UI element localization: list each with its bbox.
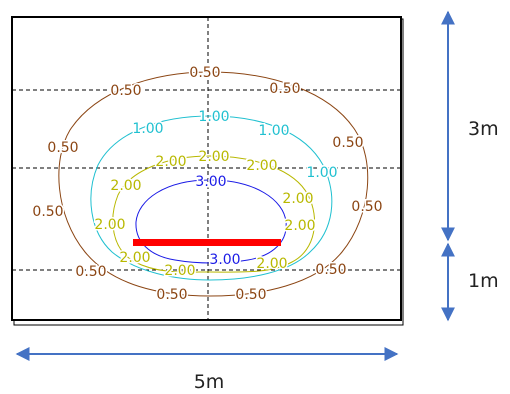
label-2-00: 2.00 [155,154,186,170]
label-1-00: 1.00 [198,109,229,125]
label-1-00: 1.00 [132,121,163,137]
dimension-label-5m: 5m [194,371,225,393]
label-0-50: 0.50 [47,140,78,156]
contour-2-00 [112,155,315,273]
label-0-50: 0.50 [189,65,220,81]
label-0-50: 0.50 [235,287,266,303]
label-2-00: 2.00 [164,263,195,279]
label-1-00: 1.00 [258,123,289,139]
label-2-00: 2.00 [94,217,125,233]
dimension-arrows [15,10,455,361]
label-0-50: 0.50 [269,81,300,97]
label-0-50: 0.50 [75,264,106,280]
grid [12,17,401,320]
label-2-00: 2.00 [282,191,313,207]
label-0-50: 0.50 [156,287,187,303]
contour-lines [58,71,369,297]
label-0-50: 0.50 [332,135,363,151]
contour-labels: 0.50 0.50 0.50 0.50 0.50 0.50 0.50 0.50 … [31,64,384,305]
label-2-00: 2.00 [110,178,141,194]
label-2-00: 2.00 [284,218,315,234]
contour-0-50 [58,71,369,297]
label-0-50: 0.50 [110,83,141,99]
label-3-00: 3.00 [195,174,226,190]
dimension-label-3m: 3m [468,118,499,140]
label-2-00: 2.00 [256,256,287,272]
label-2-00: 2.00 [246,158,277,174]
label-0-50: 0.50 [351,199,382,215]
contour-3-00 [135,179,287,264]
label-1-00: 1.00 [306,165,337,181]
contour-1-00 [90,115,333,281]
label-2-00: 2.00 [198,149,229,165]
dimension-label-1m: 1m [468,270,499,292]
label-2-00: 2.00 [119,250,150,266]
label-3-00: 3.00 [209,252,240,268]
label-0-50: 0.50 [32,204,63,220]
label-0-50: 0.50 [315,262,346,278]
source-bar [133,239,281,246]
